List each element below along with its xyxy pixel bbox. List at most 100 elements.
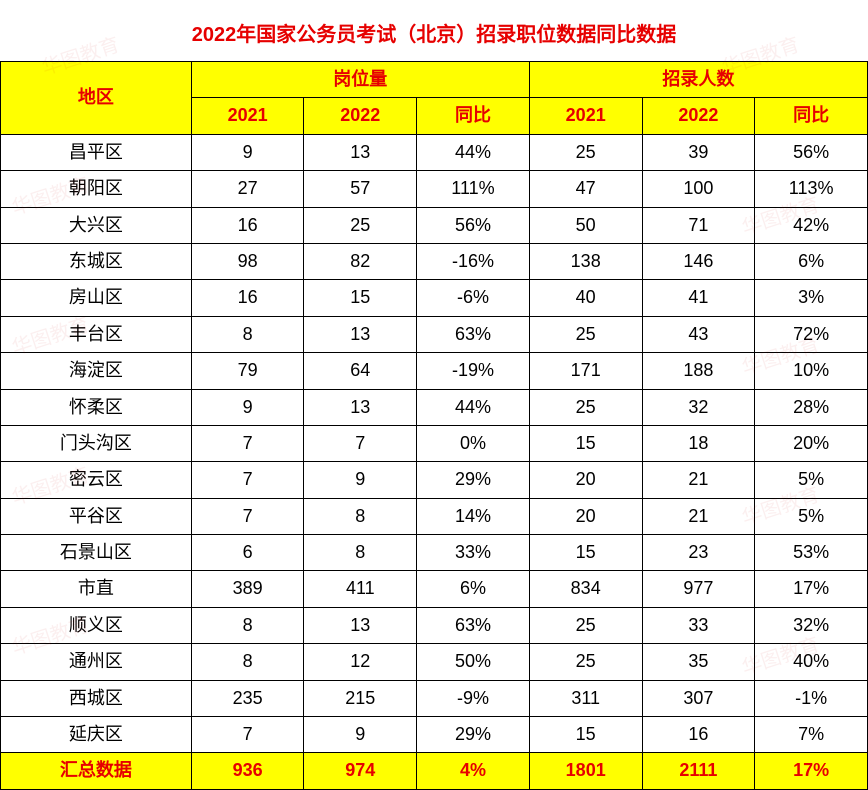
cell-p21: 27: [191, 171, 304, 207]
cell-r22: 18: [642, 425, 755, 461]
table-header: 地区 岗位量 招录人数 2021 2022 同比 2021 2022 同比: [1, 62, 868, 135]
cell-r21: 15: [529, 717, 642, 753]
cell-pyoy: -9%: [417, 680, 530, 716]
table-row: 昌平区91344%253956%: [1, 134, 868, 170]
cell-r21: 25: [529, 134, 642, 170]
cell-ryoy: 42%: [755, 207, 868, 243]
cell-p21: 16: [191, 207, 304, 243]
cell-r21: 15: [529, 425, 642, 461]
cell-ryoy: 17%: [755, 571, 868, 607]
cell-region: 房山区: [1, 280, 192, 316]
cell-r22: 71: [642, 207, 755, 243]
cell-r22: 35: [642, 644, 755, 680]
cell-region: 昌平区: [1, 134, 192, 170]
table-row: 丰台区81363%254372%: [1, 316, 868, 352]
cell-ryoy: 72%: [755, 316, 868, 352]
summary-label: 汇总数据: [1, 753, 192, 789]
table-row: 怀柔区91344%253228%: [1, 389, 868, 425]
cell-ryoy: 5%: [755, 498, 868, 534]
cell-p22: 13: [304, 389, 417, 425]
cell-pyoy: 29%: [417, 462, 530, 498]
cell-r22: 146: [642, 243, 755, 279]
summary-p22: 974: [304, 753, 417, 789]
cell-p21: 7: [191, 425, 304, 461]
cell-p22: 8: [304, 498, 417, 534]
cell-pyoy: 14%: [417, 498, 530, 534]
cell-pyoy: -16%: [417, 243, 530, 279]
header-pos-2021: 2021: [191, 98, 304, 134]
cell-r22: 32: [642, 389, 755, 425]
cell-region: 石景山区: [1, 535, 192, 571]
cell-ryoy: -1%: [755, 680, 868, 716]
header-positions: 岗位量: [191, 62, 529, 98]
page-title: 2022年国家公务员考试（北京）招录职位数据同比数据: [0, 0, 868, 61]
cell-r22: 307: [642, 680, 755, 716]
cell-pyoy: 0%: [417, 425, 530, 461]
cell-r21: 40: [529, 280, 642, 316]
cell-p22: 411: [304, 571, 417, 607]
table-row: 延庆区7929%15167%: [1, 717, 868, 753]
cell-p22: 15: [304, 280, 417, 316]
cell-ryoy: 7%: [755, 717, 868, 753]
cell-r22: 188: [642, 353, 755, 389]
summary-pyoy: 4%: [417, 753, 530, 789]
cell-pyoy: 50%: [417, 644, 530, 680]
cell-p22: 13: [304, 134, 417, 170]
summary-row: 汇总数据 936 974 4% 1801 2111 17%: [1, 753, 868, 789]
cell-r21: 47: [529, 171, 642, 207]
cell-region: 平谷区: [1, 498, 192, 534]
cell-r21: 138: [529, 243, 642, 279]
cell-r21: 15: [529, 535, 642, 571]
table-row: 朝阳区2757111%47100113%: [1, 171, 868, 207]
cell-ryoy: 6%: [755, 243, 868, 279]
cell-pyoy: 6%: [417, 571, 530, 607]
cell-region: 门头沟区: [1, 425, 192, 461]
cell-r21: 25: [529, 644, 642, 680]
cell-pyoy: 33%: [417, 535, 530, 571]
cell-p21: 8: [191, 644, 304, 680]
table-row: 密云区7929%20215%: [1, 462, 868, 498]
cell-pyoy: 111%: [417, 171, 530, 207]
cell-r21: 171: [529, 353, 642, 389]
cell-region: 丰台区: [1, 316, 192, 352]
table-row: 石景山区6833%152353%: [1, 535, 868, 571]
table-row: 顺义区81363%253332%: [1, 607, 868, 643]
cell-region: 密云区: [1, 462, 192, 498]
cell-r22: 21: [642, 498, 755, 534]
cell-region: 通州区: [1, 644, 192, 680]
cell-p22: 82: [304, 243, 417, 279]
cell-p21: 8: [191, 607, 304, 643]
cell-r22: 39: [642, 134, 755, 170]
cell-r22: 41: [642, 280, 755, 316]
cell-p21: 389: [191, 571, 304, 607]
cell-region: 朝阳区: [1, 171, 192, 207]
cell-r21: 25: [529, 389, 642, 425]
cell-r22: 16: [642, 717, 755, 753]
cell-r21: 311: [529, 680, 642, 716]
cell-p21: 9: [191, 134, 304, 170]
cell-p21: 16: [191, 280, 304, 316]
cell-pyoy: -19%: [417, 353, 530, 389]
table-row: 房山区1615-6%40413%: [1, 280, 868, 316]
cell-r22: 43: [642, 316, 755, 352]
cell-p21: 7: [191, 717, 304, 753]
cell-p21: 79: [191, 353, 304, 389]
table-row: 海淀区7964-19%17118810%: [1, 353, 868, 389]
cell-p22: 64: [304, 353, 417, 389]
header-region: 地区: [1, 62, 192, 135]
cell-r21: 834: [529, 571, 642, 607]
cell-p22: 13: [304, 607, 417, 643]
cell-r21: 50: [529, 207, 642, 243]
table-row: 通州区81250%253540%: [1, 644, 868, 680]
cell-ryoy: 20%: [755, 425, 868, 461]
cell-ryoy: 56%: [755, 134, 868, 170]
cell-p22: 9: [304, 462, 417, 498]
cell-p22: 8: [304, 535, 417, 571]
cell-p22: 7: [304, 425, 417, 461]
cell-region: 西城区: [1, 680, 192, 716]
header-pos-yoy: 同比: [417, 98, 530, 134]
cell-ryoy: 28%: [755, 389, 868, 425]
cell-r22: 21: [642, 462, 755, 498]
summary-ryoy: 17%: [755, 753, 868, 789]
page-wrap: 2022年国家公务员考试（北京）招录职位数据同比数据 地区 岗位量 招录人数 2…: [0, 0, 868, 790]
